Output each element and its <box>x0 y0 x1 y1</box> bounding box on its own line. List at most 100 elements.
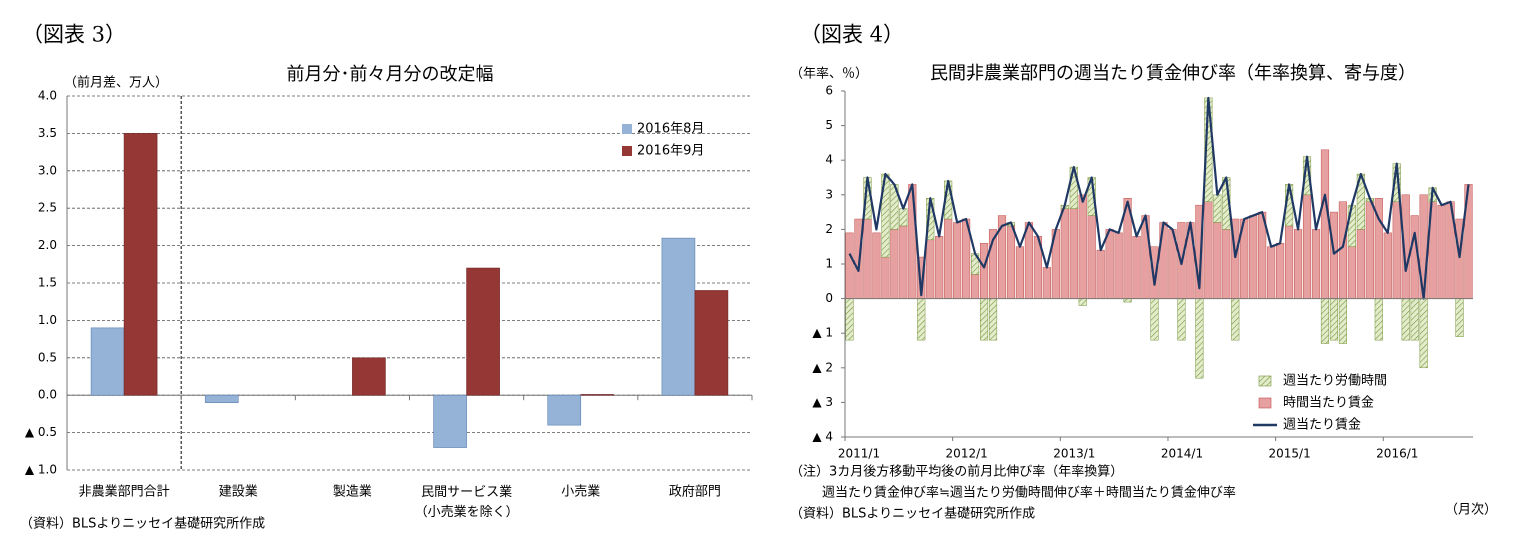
bar-segment <box>1150 298 1159 341</box>
legend-label: 時間当たり賃金 <box>1283 396 1374 411</box>
x-tick-label: 2012/1 <box>946 447 988 461</box>
chart-title: 民間非農業部門の週当たり賃金伸び率（年率換算、寄与度） <box>930 63 1416 84</box>
bar-segment <box>997 215 1007 299</box>
bar-segment <box>1006 225 1016 299</box>
bar-segment <box>1329 211 1339 299</box>
source: （資料）BLSよりニッセイ基礎研究所作成 <box>790 506 1035 522</box>
chart-title: 前月分･前々月分の改定幅 <box>287 64 494 85</box>
y-tick-label: 2.0 <box>38 238 57 252</box>
y-tick-label: ▲ 0.5 <box>25 425 57 439</box>
y-axis-label: （前月差、万人） <box>64 75 168 91</box>
bar-segment <box>1455 298 1464 337</box>
y-tick-label: 1 <box>825 257 833 271</box>
bar-segment <box>1347 246 1356 299</box>
bar-segment <box>979 242 989 299</box>
y-tick-label: 1.0 <box>38 313 57 327</box>
y-tick-label: 3.5 <box>38 126 57 140</box>
note: （注）3カ月後方移動平均後の前月比伸び率（年率換算） <box>790 464 1123 480</box>
y-tick-label: 2 <box>825 222 833 236</box>
bar-segment <box>890 229 899 299</box>
bar-segment <box>926 239 935 299</box>
bar <box>352 357 386 396</box>
bar-segment <box>1437 204 1446 299</box>
bar-segment <box>1042 267 1051 299</box>
bar-segment <box>1293 229 1303 299</box>
bar <box>547 394 582 426</box>
bar-segment <box>899 208 908 227</box>
bar-segment <box>854 218 863 299</box>
bar-segment <box>1078 298 1087 306</box>
bar-segment <box>1114 232 1123 299</box>
y-tick-label: 0.5 <box>38 350 57 364</box>
legend-swatch <box>622 146 632 156</box>
bar <box>433 394 467 448</box>
bar <box>661 237 696 396</box>
bar-segment <box>971 274 980 299</box>
bar-segment <box>1392 201 1401 299</box>
bar-segment <box>1338 298 1347 344</box>
x-tick-label: 2014/1 <box>1161 447 1203 461</box>
y-axis-label: （年率、％） <box>790 67 868 82</box>
x-tick-label: 政府部門 <box>669 485 721 500</box>
bar-segment <box>1078 194 1087 299</box>
bar <box>90 327 125 396</box>
x-tick-label: 非農業部門合計 <box>79 484 170 500</box>
bar-segment <box>1222 229 1231 299</box>
bar-segment <box>1338 201 1347 299</box>
bar-segment <box>1302 194 1312 299</box>
bar-segment <box>988 298 998 341</box>
bar <box>694 290 729 396</box>
legend-label: 2016年9月 <box>637 144 704 159</box>
bar-segment <box>1285 225 1294 299</box>
bar-segment <box>917 298 926 341</box>
bar-segment <box>1276 242 1285 299</box>
bar-segment <box>1347 204 1356 247</box>
bar-segment <box>1060 208 1069 299</box>
bar-segment <box>1320 298 1330 344</box>
heading: （図表 3） <box>22 23 126 47</box>
bar-segment <box>1177 298 1186 341</box>
bar-segment <box>1204 201 1213 299</box>
heading: （図表 4） <box>800 23 904 47</box>
bar-segment <box>1123 298 1132 303</box>
bar-segment <box>1213 222 1222 299</box>
source: （資料）BLSよりニッセイ基礎研究所作成 <box>20 516 265 532</box>
y-tick-label: 1.5 <box>38 276 57 290</box>
bar-segment <box>1069 208 1078 299</box>
y-tick-label: 0 <box>825 291 833 305</box>
x-tick-label: 2013/1 <box>1053 447 1095 461</box>
y-tick-label: 0.0 <box>38 388 57 402</box>
bar-segment <box>1096 249 1105 299</box>
x-tick-label: 民間サービス業（小売業を除く） <box>415 484 519 520</box>
legend-label: 週当たり労働時間 <box>1283 374 1387 389</box>
bar-segment <box>1410 298 1419 341</box>
bar-segment <box>1015 246 1025 299</box>
note: 週当たり賃金伸び率≒週当たり労働時間伸び率＋時間当たり賃金伸び率 <box>822 486 1236 501</box>
bar-segment <box>1320 149 1330 299</box>
bar-segment <box>1132 236 1141 299</box>
legend-swatch <box>1258 397 1272 409</box>
bar <box>123 133 158 396</box>
bar-segment <box>953 222 962 299</box>
bar-segment <box>1356 229 1365 299</box>
bar-segment <box>1231 298 1240 341</box>
legend-swatch <box>1258 375 1272 387</box>
bar <box>580 394 615 396</box>
y-tick-label: 5 <box>825 118 833 132</box>
bar-segment <box>1024 222 1033 299</box>
y-tick-label: ▲ 1 <box>812 326 833 340</box>
bar-segment <box>979 298 989 341</box>
y-tick-label: 6 <box>825 84 833 98</box>
x-tick-label: 2016/1 <box>1376 447 1418 461</box>
bar-segment <box>872 232 881 299</box>
bar-segment <box>1374 298 1383 341</box>
bar-segment <box>1105 229 1114 299</box>
bar-segment <box>1419 298 1428 369</box>
y-tick-label: ▲ 2 <box>812 360 833 374</box>
y-tick-label: ▲ 3 <box>812 395 833 409</box>
bar <box>466 267 500 396</box>
bar-segment <box>1213 194 1222 223</box>
x-tick-label: 建設業 <box>219 484 258 500</box>
